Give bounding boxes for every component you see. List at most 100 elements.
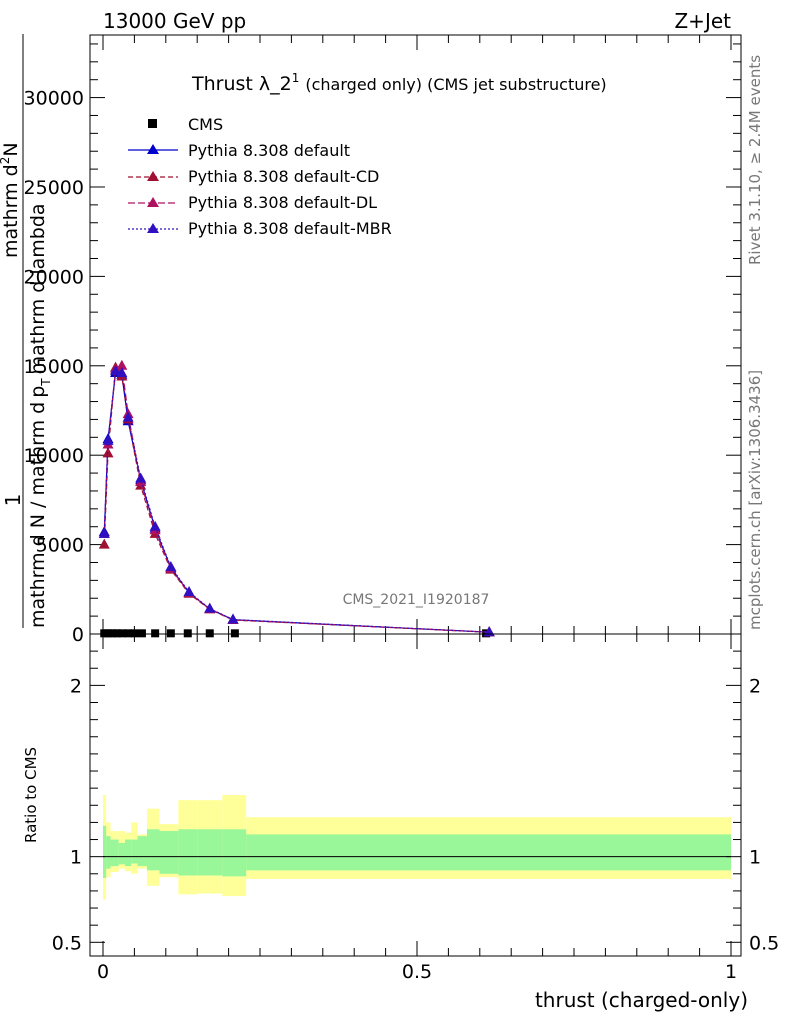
point-pythia-8-308-default-mbr [98,527,110,538]
plot-title: Thrust λ_21 (charged only) (CMS jet subst… [191,71,607,95]
rivet-label: Rivet 3.1.10, ≥ 2.4M events [746,55,764,265]
header-right: Z+Jet [674,9,731,33]
ylabel-one: 1 [1,494,25,507]
ylabel-denominator-end: mathrm d lambda [27,203,49,374]
legend-marker-cms [148,119,157,128]
ylabel-denominator: mathrm d N / mathrm d pTmathrm d lambda [27,203,53,628]
legend-label-dl: Pythia 8.308 default-DL [188,193,377,212]
ylabel-denominator-p: p [27,386,49,398]
ylabel-denominator-start: mathrm d N / mathrm d [27,402,49,628]
ratio-band-inner [118,842,125,865]
ratio-band-inner [124,839,132,867]
ratio-band-inner [159,830,179,874]
main-y-tick-label: 15000 [24,356,84,378]
ratio-y-axis: 0.5 0.5 1 1 2 2 [52,650,779,954]
legend: CMS Pythia 8.308 default Pythia 8.308 de… [128,115,392,238]
main-y-tick-label: 20000 [24,266,84,288]
ratio-plot-frame [89,633,742,957]
ratio-band-inner [178,829,198,876]
legend-label-cd: Pythia 8.308 default-CD [188,167,379,186]
legend-marker-default [147,144,159,154]
main-y-tick-label: 10000 [24,445,84,467]
point-pythia-8-308-default-mbr [165,560,177,571]
ratio-band-inner [131,839,138,864]
ratio-y-tick-label: 2 [70,675,82,697]
ratio-y-tick-label: 0.5 [52,932,82,954]
main-y-tick-label: 25000 [24,177,84,199]
legend-entry-cd: Pythia 8.308 default-CD [128,167,379,186]
point-pythia-8-308-default-mbr [204,602,216,613]
point-pythia-8-308-default-mbr [183,585,195,596]
main-y-tick-label: 5000 [36,535,84,557]
x-tick-label: 0.5 [402,961,432,983]
point-pythia-8-308-default-mbr [102,434,114,445]
x-tick-label: 1 [725,961,737,983]
ylabel-denominator-sub: T [39,378,53,387]
ylabel-numerator-sup: 2 [0,157,12,165]
point-pythia-8-308-default-mbr [116,366,128,377]
ratio-band-inner [103,825,107,879]
ratio-y-tick-label: 1 [70,847,82,869]
point-pythia-8-308-default-mbr [110,365,122,376]
plot-title-main: Thrust λ_2 [191,73,292,95]
point-pythia-8-308-default-mbr [135,472,147,483]
ratio-x-axis: 0 0.5 1 [97,634,737,983]
point-pythia-8-308-default-mbr [122,411,134,422]
ratio-panel: 0.5 0.51 12 2 0 0.5 1 Ratio to CMS thrust (ch… [22,633,779,1012]
main-y-tick-label: 30000 [24,88,84,110]
legend-entry-cms: CMS [148,115,223,134]
point-cms [230,629,239,638]
ylabel-numerator-d: mathrm d [0,164,22,258]
legend-entry-dl: Pythia 8.308 default-DL [128,193,377,212]
point-cms [205,629,214,638]
header-left: 13000 GeV pp [103,9,246,33]
ratio-y-tick-label-right: 0.5 [749,932,779,954]
analysis-watermark: CMS_2021_I1920187 [343,592,490,608]
legend-entry-mbr: Pythia 8.308 default-MBR [128,219,392,238]
point-cms [183,629,192,638]
legend-label-mbr: Pythia 8.308 default-MBR [188,219,392,238]
mcplots-label: mcplots.cern.ch [arXiv:1306.3436] [746,370,764,630]
point-pythia-8-308-default-mbr [227,613,239,624]
plot-title-suffix: (charged only) (CMS jet substructure) [305,75,606,94]
ratio-bands [103,795,731,900]
ylabel-numerator: mathrm d2N [0,142,22,258]
legend-label-default: Pythia 8.308 default [188,141,350,160]
legend-entry-default: Pythia 8.308 default [128,141,350,160]
point-cms [108,629,117,638]
ratio-y-label: Ratio to CMS [22,747,40,843]
point-pythia-8-308-default-cd [98,538,110,549]
ratio-y-tick-label-right: 1 [749,847,761,869]
plot-title-sup: 1 [292,71,300,85]
point-cms [151,629,160,638]
ratio-band-inner [222,829,247,877]
point-pythia-8-308-default-mbr [149,520,161,531]
main-y-axis: 0 5000 10000 15000 20000 25000 30000 [24,35,741,646]
legend-marker-dl [147,197,159,207]
point-cms [117,629,126,638]
point-cms [137,629,146,638]
ratio-band-inner [197,829,223,876]
legend-marker-mbr [147,223,159,233]
main-y-label: 1 mathrm d2N mathrm d N / mathrm d pTmath… [0,34,53,628]
x-axis-label: thrust (charged-only) [535,988,748,1012]
ylabel-numerator-n: N [0,142,22,156]
legend-label-cms: CMS [188,115,223,134]
x-tick-label: 0 [97,961,109,983]
ratio-y-tick-label-right: 2 [749,675,761,697]
point-cms [104,629,113,638]
ratio-band-inner [146,829,160,871]
ratio-band-inner [106,836,111,869]
point-cms [124,629,133,638]
ratio-band-inner [137,836,147,867]
point-cms [112,629,121,638]
main-y-tick-label: 0 [72,624,84,646]
point-cms [166,629,175,638]
main-panel: 0 5000 10000 15000 20000 25000 30000 Thrust λ_… [0,34,742,646]
point-cms [130,629,139,638]
point-pythia-8-308-default-dl [116,359,128,370]
legend-marker-cd [147,171,159,181]
ratio-band-inner [110,839,119,867]
ratio-band-inner [246,834,731,871]
